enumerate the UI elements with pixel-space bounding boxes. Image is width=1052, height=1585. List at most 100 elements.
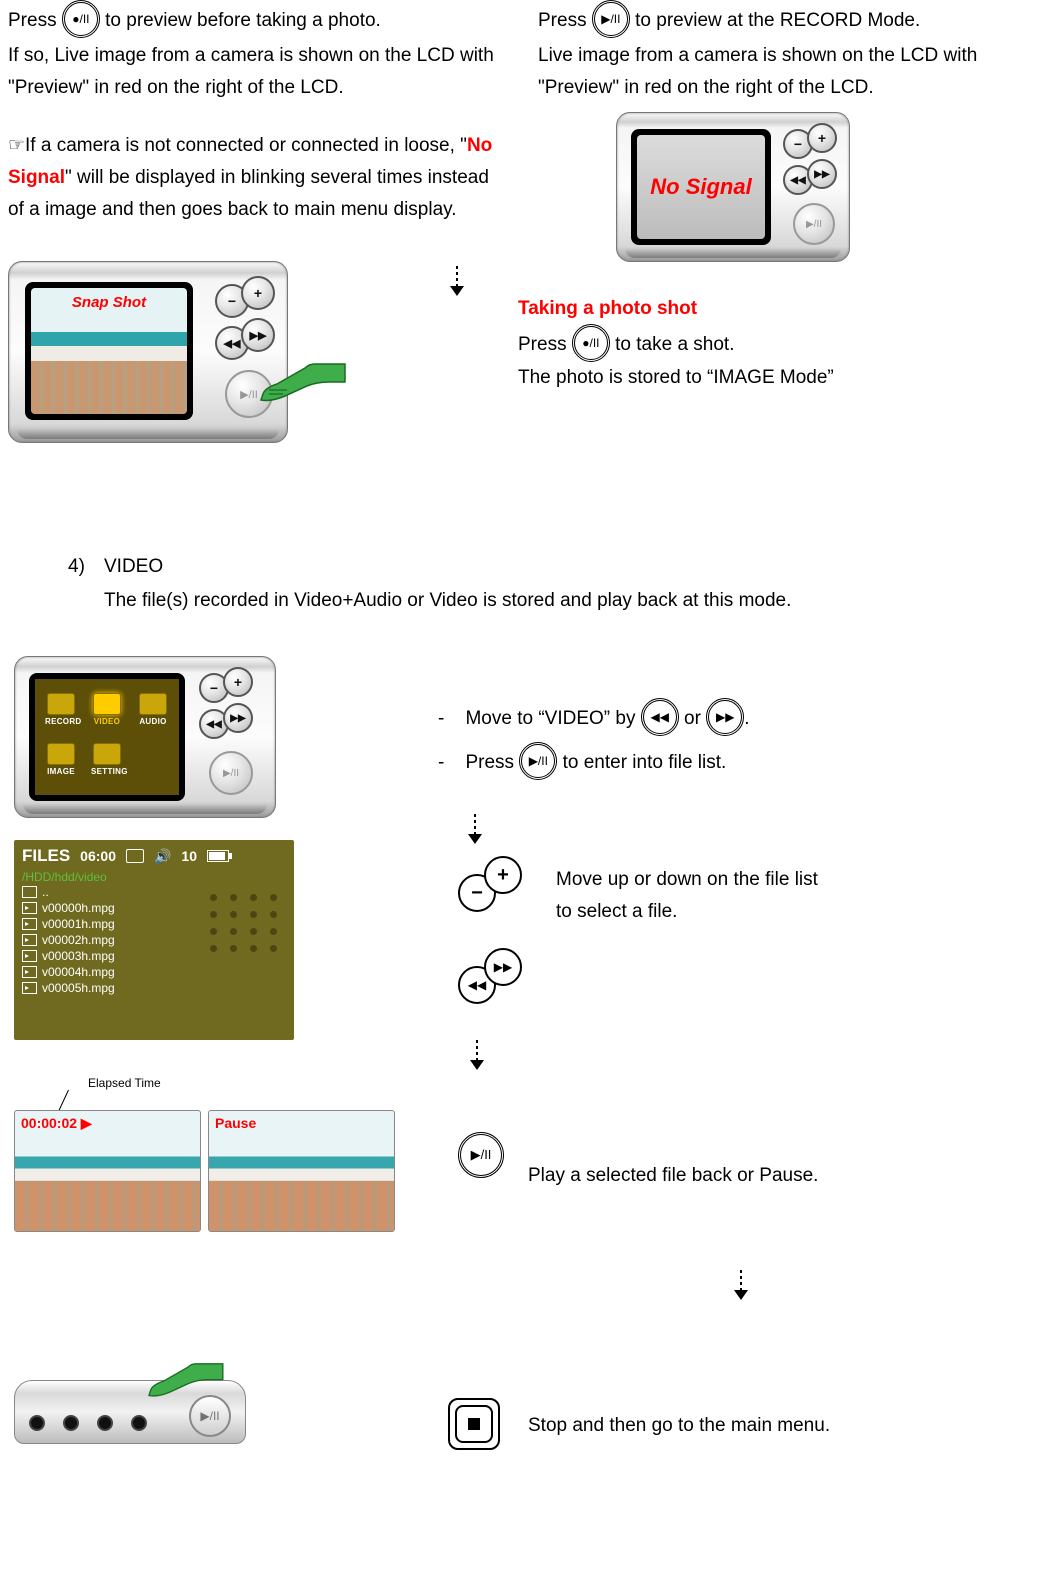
right-column: Press ▶/II to preview at the RECORD Mode… — [538, 0, 1052, 104]
plus-button[interactable]: + — [484, 856, 522, 894]
fwd-button[interactable]: ▶▶ — [484, 948, 522, 986]
menu-row-1: RECORD VIDEO AUDIO — [45, 693, 169, 726]
files-time: 06:00 — [80, 848, 116, 864]
nosignal-screen-frame: No Signal — [631, 129, 771, 245]
menu-btn-playpause[interactable]: ▶/II — [209, 751, 253, 795]
menu-btn-plus[interactable]: + — [223, 667, 253, 697]
menu-screen-frame: RECORD VIDEO AUDIO IMAGE SETTING — [29, 673, 185, 801]
press-text: Press — [8, 10, 57, 31]
dash: - — [438, 708, 444, 729]
move-to-line: - Move to “VIDEO” by ◀◀ or ▶▶. — [438, 700, 1038, 738]
video-file-icon — [22, 982, 37, 994]
press-shot-1: Press — [518, 334, 567, 355]
section-4-number: 4) — [68, 556, 85, 578]
files-header: FILES 06:00 🔊 10 — [22, 846, 286, 866]
pointer-prefix: ☞If a camera is not connected or connect… — [8, 135, 467, 156]
device-snapshot: Snap Shot − + ◀◀ ▶▶ ▶/II — [8, 261, 288, 443]
down-arrow-icon — [470, 1040, 484, 1072]
menu-item-audio[interactable]: AUDIO — [137, 693, 169, 726]
snapshot-screen: Snap Shot — [31, 288, 187, 414]
play-text: Play a selected file back or Pause. — [528, 1160, 818, 1192]
device-btn-plus[interactable]: + — [241, 276, 275, 310]
right-para-1: Press ▶/II to preview at the RECORD Mode… — [538, 2, 1052, 40]
device-menu: RECORD VIDEO AUDIO IMAGE SETTING − + ◀◀ … — [14, 656, 276, 818]
play-pause-icon: ▶/II — [519, 742, 557, 780]
elapsed-time-label: Elapsed Time — [88, 1076, 161, 1090]
video-file-icon — [22, 966, 37, 978]
playback-thumb-paused: Pause — [208, 1110, 395, 1232]
snapshot-screen-frame: Snap Shot — [25, 282, 193, 420]
left-para-3: ☞If a camera is not connected or connect… — [8, 130, 508, 226]
files-dots-deco — [210, 894, 280, 952]
stop-icon — [468, 1418, 480, 1430]
dash: - — [438, 752, 444, 773]
remote-small-buttons — [29, 1415, 147, 1431]
menu-item-image[interactable]: IMAGE — [45, 743, 77, 776]
video-file-icon — [22, 918, 37, 930]
left-column: Press ●/II to preview before taking a ph… — [8, 0, 508, 408]
pause-overlay: Pause — [215, 1115, 256, 1131]
remote-play-button[interactable]: ▶/II — [189, 1395, 231, 1437]
device-btn-fwd[interactable]: ▶▶ — [241, 318, 275, 352]
device-nosignal: No Signal − + ◀◀ ▶▶ ▶/II — [616, 112, 850, 262]
pointing-hand-icon — [145, 1355, 225, 1399]
ns-btn-plus[interactable]: + — [807, 123, 837, 153]
battery-icon — [207, 850, 229, 862]
menu-item-record[interactable]: RECORD — [45, 693, 77, 726]
video-file-icon — [22, 934, 37, 946]
menu-screen: RECORD VIDEO AUDIO IMAGE SETTING — [35, 679, 179, 795]
left-para-1: Press ●/II to preview before taking a ph… — [8, 2, 508, 40]
pointing-hand-icon — [257, 354, 347, 404]
preview-text: to preview before taking a photo. — [105, 10, 381, 31]
press-shot-2: to take a shot. — [615, 334, 734, 355]
pm-text: Move up or down on the file list to sele… — [556, 864, 818, 928]
play-pause-icon: ▶/II — [592, 0, 630, 38]
press-enter-line: - Press ▶/II to enter into file list. — [438, 744, 1038, 782]
stop-button[interactable] — [448, 1398, 500, 1450]
ns-btn-fwd[interactable]: ▶▶ — [807, 159, 837, 189]
rew-icon: ◀◀ — [641, 698, 679, 736]
hdd-icon — [126, 849, 144, 863]
elapsed-overlay: 00:00:02 ▶ — [21, 1115, 92, 1132]
remote-dot-button[interactable] — [131, 1415, 147, 1431]
right-para-2: Live image from a camera is shown on the… — [538, 40, 1052, 104]
play-pause-icon-big[interactable]: ▶/II — [458, 1134, 504, 1180]
taking-press: Press ●/II to take a shot. — [518, 326, 735, 364]
remote-dot-button[interactable] — [97, 1415, 113, 1431]
left-para-2: If so, Live image from a camera is shown… — [8, 40, 508, 104]
snapshot-scene: Snap Shot — [31, 288, 187, 414]
remote-dot-button[interactable] — [63, 1415, 79, 1431]
down-arrow-icon — [734, 1270, 748, 1302]
menu-item-setting[interactable]: SETTING — [91, 743, 123, 776]
rec-pause-icon: ●/II — [62, 0, 100, 38]
section-4-title: VIDEO — [104, 556, 163, 578]
files-path: /HDD/hdd/video — [22, 870, 286, 884]
stored-text: The photo is stored to “IMAGE Mode” — [518, 362, 834, 394]
remote-dot-button[interactable] — [29, 1415, 45, 1431]
down-arrow-icon — [468, 814, 482, 846]
menu-row-2: IMAGE SETTING — [45, 743, 123, 776]
file-row[interactable]: v00004h.mpg — [22, 964, 286, 980]
section4-instr-1: - Move to “VIDEO” by ◀◀ or ▶▶. - Press ▶… — [438, 700, 1038, 782]
stop-text: Stop and then go to the main menu. — [528, 1410, 830, 1442]
pointer-tail: " will be displayed in blinking several … — [8, 167, 489, 220]
folder-icon — [22, 886, 37, 898]
video-file-icon — [22, 902, 37, 914]
down-arrow-icon — [450, 266, 464, 298]
ns-btn-playpause[interactable]: ▶/II — [793, 203, 835, 245]
rec-pause-icon: ●/II — [572, 324, 610, 362]
file-row[interactable]: v00005h.mpg — [22, 980, 286, 996]
preview-record-text: to preview at the RECORD Mode. — [635, 10, 920, 31]
files-vol: 10 — [181, 848, 197, 864]
files-title: FILES — [22, 846, 70, 866]
no-signal-label: No Signal — [650, 174, 751, 200]
menu-btn-fwd[interactable]: ▶▶ — [223, 703, 253, 733]
taking-title: Taking a photo shot — [518, 298, 697, 320]
video-file-icon — [22, 950, 37, 962]
page: Press ●/II to preview before taking a ph… — [8, 0, 1052, 1585]
menu-item-video[interactable]: VIDEO — [91, 693, 123, 726]
fwd-icon: ▶▶ — [706, 698, 744, 736]
files-panel: FILES 06:00 🔊 10 /HDD/hdd/video .. v0000… — [14, 840, 294, 1040]
device-remote: ▶/II — [14, 1380, 246, 1444]
play-indicator-icon: ▶ — [77, 1115, 92, 1131]
